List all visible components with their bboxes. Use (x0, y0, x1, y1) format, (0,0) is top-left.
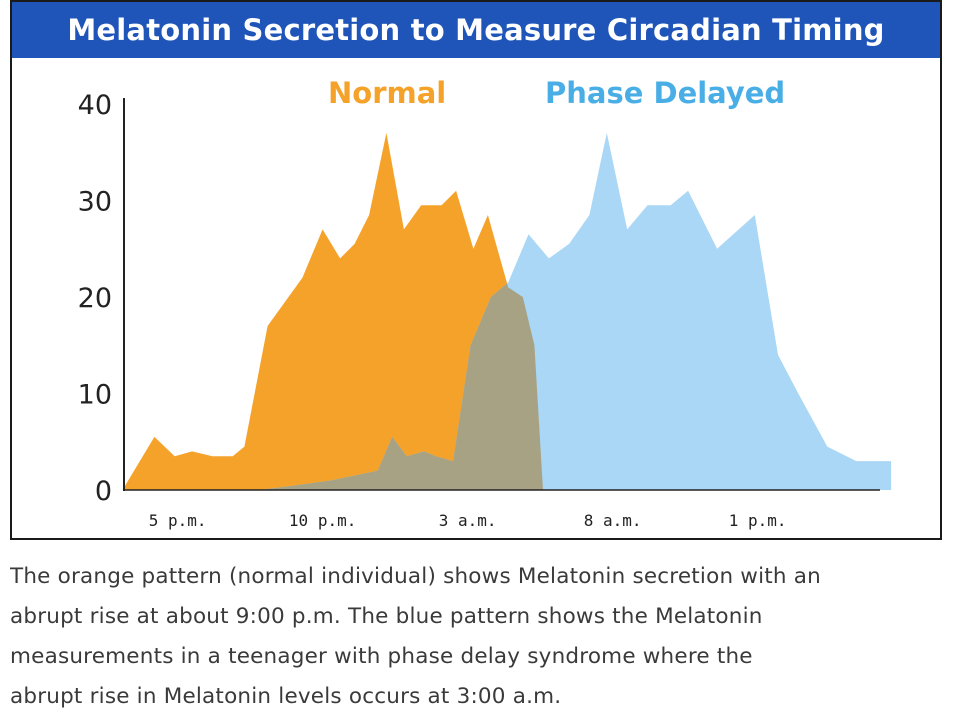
y-tick-label: 10 (78, 380, 112, 411)
series-area-phase-delayed (258, 132, 892, 490)
x-tick-label: 3 a.m. (439, 511, 497, 530)
x-axis-ticks: 5 p.m. 10 p.m. 3 a.m. 8 a.m. 1 p.m. (149, 511, 787, 530)
y-tick-label: 30 (78, 187, 112, 218)
caption-line-3: measurements in a teenager with phase de… (10, 644, 753, 669)
x-tick-label: 5 p.m. (149, 511, 207, 530)
x-tick-label: 8 a.m. (584, 511, 642, 530)
chart-caption: The orange pattern (normal individual) s… (10, 557, 955, 717)
caption-line-2: abrupt rise at about 9:00 p.m. The blue … (10, 604, 763, 629)
x-tick-label: 10 p.m. (289, 511, 356, 530)
y-tick-label: 40 (78, 90, 112, 121)
caption-line-1: The orange pattern (normal individual) s… (10, 564, 821, 589)
title-bar: Melatonin Secretion to Measure Circadian… (12, 2, 940, 58)
x-tick-label: 1 p.m. (729, 511, 787, 530)
legend-normal: Normal (328, 76, 446, 110)
y-axis-ticks: 0 10 20 30 40 (78, 90, 112, 507)
series-area-normal (122, 132, 543, 490)
caption-line-4: abrupt rise in Melatonin levels occurs a… (10, 684, 562, 709)
chart-areas (122, 132, 892, 490)
legend: Normal Phase Delayed (328, 76, 785, 110)
legend-phase-delayed: Phase Delayed (545, 76, 785, 110)
chart-title: Melatonin Secretion to Measure Circadian… (67, 13, 885, 47)
y-tick-label: 0 (95, 476, 112, 507)
y-tick-label: 20 (78, 283, 112, 314)
melatonin-area-chart: 0 10 20 30 40 5 p.m. 10 p.m. 3 a.m. 8 a.m. 1 p.m… (78, 76, 892, 530)
